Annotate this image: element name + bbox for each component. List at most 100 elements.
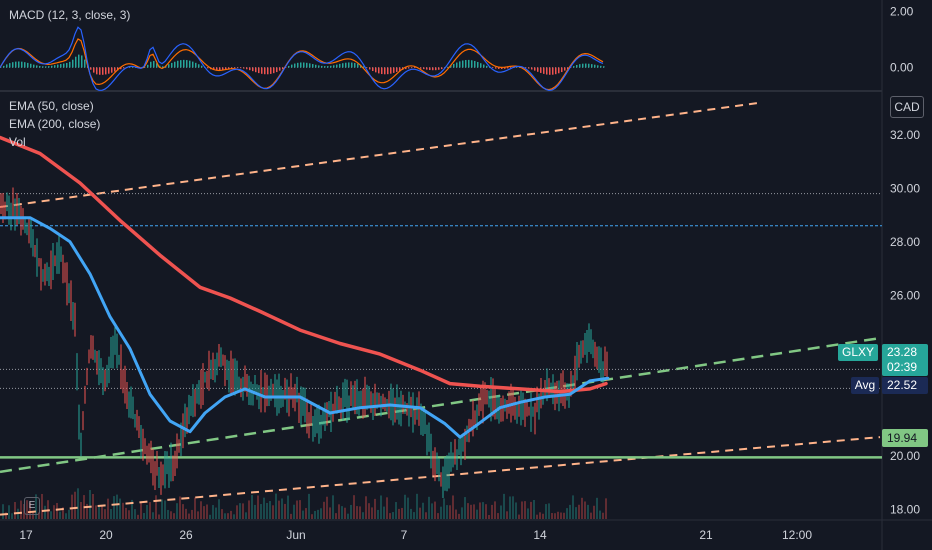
volume-bar <box>74 491 76 519</box>
macd-hist-bar <box>252 67 254 72</box>
price-tick-label: 20.00 <box>890 449 920 463</box>
macd-hist-bar <box>459 61 461 68</box>
currency-badge[interactable]: CAD <box>890 96 924 118</box>
macd-hist-bar <box>237 67 239 69</box>
volume-bar <box>335 513 337 519</box>
volume-bar <box>59 511 61 519</box>
volume-bar <box>329 507 331 519</box>
volume-bar <box>8 505 10 519</box>
macd-hist-bar <box>312 64 314 68</box>
volume-bar <box>527 508 529 519</box>
macd-hist-bar <box>270 67 272 74</box>
volume-bar <box>134 509 136 519</box>
volume-bar <box>320 508 322 519</box>
volume-bar <box>221 509 223 519</box>
macd-hist-bar <box>273 67 275 74</box>
volume-bar <box>299 500 301 519</box>
volume-bar <box>272 505 274 519</box>
volume-bar <box>479 502 481 519</box>
volume-bar <box>578 504 580 519</box>
volume-bar <box>434 501 436 519</box>
volume-bar <box>263 497 265 519</box>
macd-hist-bar <box>39 65 41 68</box>
macd-legend[interactable]: MACD (12, 3, close, 3) <box>9 8 131 22</box>
price-tick-label: 18.00 <box>890 502 920 516</box>
macd-hist-bar <box>75 56 77 68</box>
support-price-tag: 19.94 <box>882 429 928 447</box>
macd-hist-bar <box>507 67 509 69</box>
macd-hist-bar <box>399 67 401 71</box>
macd-hist-bar <box>327 66 329 68</box>
volume-bar <box>86 503 88 519</box>
events-icon[interactable]: E <box>24 497 40 515</box>
macd-hist-bar <box>363 66 365 68</box>
macd-hist-bar <box>291 64 293 68</box>
macd-hist-bar <box>33 64 35 68</box>
volume-bar <box>404 494 406 519</box>
macd-hist-bar <box>180 60 182 68</box>
macd-hist-bar <box>36 65 38 68</box>
macd-hist-bar <box>372 67 374 72</box>
macd-hist-bar <box>405 67 407 70</box>
volume-bar <box>380 495 382 519</box>
macd-hist-bar <box>318 65 320 68</box>
volume-bar <box>542 513 544 519</box>
time-tick-label: 17 <box>19 528 33 542</box>
volume-bar <box>137 514 139 519</box>
volume-bar <box>296 500 298 519</box>
volume-bar <box>347 513 349 519</box>
volume-bar <box>197 511 199 519</box>
volume-bar <box>431 503 433 519</box>
macd-hist-bar <box>201 65 203 68</box>
macd-hist-bar <box>603 66 605 68</box>
macd-hist-bar <box>183 59 185 68</box>
volume-bar <box>77 488 79 519</box>
volume-bar <box>419 507 421 519</box>
volume-bar <box>143 513 145 519</box>
macd-hist-bar <box>546 67 548 75</box>
volume-bar <box>482 502 484 519</box>
macd-hist-bar <box>348 62 350 68</box>
macd-line <box>0 26 604 92</box>
volume-bar <box>125 507 127 519</box>
volume-bar <box>455 509 457 519</box>
price-tick-label: 26.00 <box>890 288 920 302</box>
macd-hist-bar <box>27 62 29 68</box>
macd-hist-bar <box>81 55 83 68</box>
volume-bar <box>593 505 595 519</box>
macd-hist-bar <box>186 60 188 68</box>
macd-hist-bar <box>12 62 14 68</box>
macd-hist-bar <box>474 60 476 68</box>
macd-hist-bar <box>66 62 68 68</box>
volume-bar <box>521 501 523 519</box>
macd-hist-bar <box>162 66 164 68</box>
legend-ema200[interactable]: EMA (200, close) <box>9 117 101 131</box>
volume-bar <box>95 505 97 519</box>
volume-bar <box>56 502 58 519</box>
macd-hist-bar <box>375 67 377 73</box>
macd-hist-bar <box>573 66 575 68</box>
macd-hist-bar <box>255 67 257 73</box>
macd-hist-bar <box>21 61 23 68</box>
volume-bar <box>440 506 442 519</box>
macd-hist-bar <box>585 63 587 68</box>
volume-bar <box>491 504 493 519</box>
volume-bar <box>401 507 403 519</box>
volume-bar <box>446 505 448 519</box>
volume-bar <box>554 513 556 519</box>
volume-bar <box>332 495 334 519</box>
macd-hist-bar <box>477 61 479 68</box>
volume-bar <box>338 504 340 519</box>
avg-label-tag: Avg <box>851 377 879 394</box>
macd-hist-bar <box>597 65 599 68</box>
volume-bar <box>464 497 466 519</box>
macd-hist-bar <box>171 62 173 68</box>
legend-vol[interactable]: Vol <box>9 135 26 149</box>
time-tick-label: 14 <box>533 528 547 542</box>
volume-bar <box>167 509 169 519</box>
legend-ema50[interactable]: EMA (50, close) <box>9 99 94 113</box>
macd-hist-bar <box>471 60 473 68</box>
volume-bar <box>227 513 229 519</box>
volume-bar <box>311 514 313 519</box>
